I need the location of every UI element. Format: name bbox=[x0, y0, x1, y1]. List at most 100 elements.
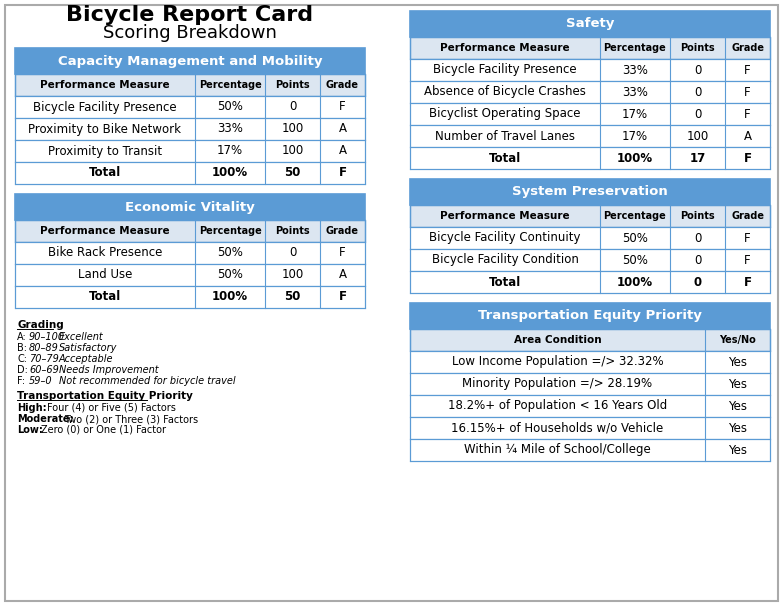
Text: C:: C: bbox=[17, 354, 27, 364]
Text: 100: 100 bbox=[687, 130, 709, 142]
Bar bbox=[15, 162, 365, 184]
Text: Grade: Grade bbox=[731, 43, 764, 53]
Bar bbox=[410, 271, 770, 293]
Text: 80–89: 80–89 bbox=[29, 343, 59, 353]
Text: 17%: 17% bbox=[217, 144, 243, 158]
Text: 100%: 100% bbox=[212, 167, 248, 179]
Text: Percentage: Percentage bbox=[604, 43, 666, 53]
Text: 70–79: 70–79 bbox=[29, 354, 59, 364]
Text: 0: 0 bbox=[694, 253, 702, 267]
Text: A: A bbox=[338, 122, 347, 136]
Text: Grade: Grade bbox=[326, 226, 359, 236]
Text: 33%: 33% bbox=[622, 85, 648, 99]
Text: Area Condition: Area Condition bbox=[514, 335, 601, 345]
Text: F: F bbox=[744, 253, 751, 267]
Bar bbox=[410, 103, 770, 125]
Text: F: F bbox=[744, 85, 751, 99]
Text: Bicycle Report Card: Bicycle Report Card bbox=[67, 5, 313, 25]
Bar bbox=[15, 194, 365, 220]
Text: F: F bbox=[744, 152, 752, 164]
Bar bbox=[15, 96, 365, 118]
Text: 50%: 50% bbox=[622, 253, 648, 267]
Text: B:: B: bbox=[17, 343, 27, 353]
Text: Total: Total bbox=[89, 167, 121, 179]
Bar bbox=[410, 179, 770, 205]
Text: 59–0: 59–0 bbox=[29, 376, 52, 386]
Text: 50%: 50% bbox=[217, 101, 243, 113]
Bar bbox=[410, 147, 770, 169]
Text: Bicycle Facility Presence: Bicycle Facility Presence bbox=[433, 64, 577, 76]
Text: Points: Points bbox=[680, 43, 715, 53]
Text: Yes: Yes bbox=[728, 422, 747, 435]
Text: A: A bbox=[744, 130, 752, 142]
Text: Points: Points bbox=[680, 211, 715, 221]
Text: 0: 0 bbox=[694, 231, 702, 244]
Text: Needs Improvement: Needs Improvement bbox=[59, 365, 159, 375]
Text: 0: 0 bbox=[289, 247, 296, 259]
Text: High:: High: bbox=[17, 403, 47, 413]
Bar bbox=[410, 59, 770, 81]
Text: Excellent: Excellent bbox=[59, 332, 104, 342]
Text: 100: 100 bbox=[281, 144, 304, 158]
Text: Four (4) or Five (5) Factors: Four (4) or Five (5) Factors bbox=[47, 403, 176, 413]
Bar bbox=[15, 242, 365, 264]
Text: Zero (0) or One (1) Factor: Zero (0) or One (1) Factor bbox=[41, 425, 166, 435]
Bar bbox=[410, 395, 770, 417]
Text: F: F bbox=[744, 231, 751, 244]
Text: Bicycle Facility Presence: Bicycle Facility Presence bbox=[33, 101, 177, 113]
Text: 18.2%+ of Population < 16 Years Old: 18.2%+ of Population < 16 Years Old bbox=[448, 399, 667, 413]
Bar bbox=[410, 37, 770, 59]
Text: 0: 0 bbox=[694, 85, 702, 99]
Text: 100%: 100% bbox=[617, 276, 653, 288]
Bar bbox=[15, 74, 365, 96]
Text: Performance Measure: Performance Measure bbox=[40, 226, 170, 236]
Text: 100%: 100% bbox=[617, 152, 653, 164]
Text: 0: 0 bbox=[694, 64, 702, 76]
Text: Proximity to Transit: Proximity to Transit bbox=[48, 144, 162, 158]
Text: Total: Total bbox=[89, 290, 121, 304]
Text: A: A bbox=[338, 144, 347, 158]
Bar bbox=[410, 329, 770, 351]
Text: A:: A: bbox=[17, 332, 27, 342]
Text: Absence of Bicycle Crashes: Absence of Bicycle Crashes bbox=[424, 85, 586, 99]
Text: 16.15%+ of Households w/o Vehicle: 16.15%+ of Households w/o Vehicle bbox=[451, 422, 664, 435]
Text: F: F bbox=[744, 64, 751, 76]
Text: F: F bbox=[338, 167, 347, 179]
Bar bbox=[410, 125, 770, 147]
Text: 60–69: 60–69 bbox=[29, 365, 59, 375]
Text: Bicyclist Operating Space: Bicyclist Operating Space bbox=[429, 107, 581, 121]
Text: F: F bbox=[338, 290, 347, 304]
Text: Bicycle Facility Condition: Bicycle Facility Condition bbox=[431, 253, 579, 267]
Text: D:: D: bbox=[17, 365, 28, 375]
Text: Land Use: Land Use bbox=[78, 268, 132, 282]
Text: F: F bbox=[339, 247, 346, 259]
Text: Performance Measure: Performance Measure bbox=[440, 43, 570, 53]
Text: Yes: Yes bbox=[728, 356, 747, 368]
Bar bbox=[410, 81, 770, 103]
Text: Low:: Low: bbox=[17, 425, 43, 435]
Text: Grading: Grading bbox=[17, 320, 63, 330]
Bar bbox=[410, 303, 770, 329]
Bar bbox=[410, 351, 770, 373]
Bar bbox=[410, 249, 770, 271]
Text: Within ¼ Mile of School/College: Within ¼ Mile of School/College bbox=[464, 444, 651, 456]
Text: 0: 0 bbox=[694, 107, 702, 121]
Text: Proximity to Bike Network: Proximity to Bike Network bbox=[28, 122, 182, 136]
Bar bbox=[410, 227, 770, 249]
Text: 17%: 17% bbox=[622, 107, 648, 121]
Text: Performance Measure: Performance Measure bbox=[440, 211, 570, 221]
Text: 50: 50 bbox=[284, 167, 301, 179]
Text: Transportation Equity Priority: Transportation Equity Priority bbox=[17, 391, 193, 401]
Text: Percentage: Percentage bbox=[199, 80, 262, 90]
Text: Yes: Yes bbox=[728, 399, 747, 413]
Text: 100: 100 bbox=[281, 268, 304, 282]
Text: Satisfactory: Satisfactory bbox=[59, 343, 117, 353]
Text: Capacity Management and Mobility: Capacity Management and Mobility bbox=[58, 55, 323, 67]
Text: Bicycle Facility Continuity: Bicycle Facility Continuity bbox=[429, 231, 581, 244]
Text: A: A bbox=[338, 268, 347, 282]
Text: 33%: 33% bbox=[217, 122, 243, 136]
Bar bbox=[15, 140, 365, 162]
Text: 50%: 50% bbox=[217, 268, 243, 282]
Text: Yes: Yes bbox=[728, 378, 747, 390]
Text: Grade: Grade bbox=[326, 80, 359, 90]
